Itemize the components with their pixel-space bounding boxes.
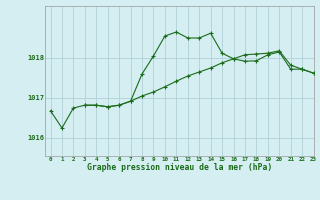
X-axis label: Graphe pression niveau de la mer (hPa): Graphe pression niveau de la mer (hPa) [87,163,272,172]
